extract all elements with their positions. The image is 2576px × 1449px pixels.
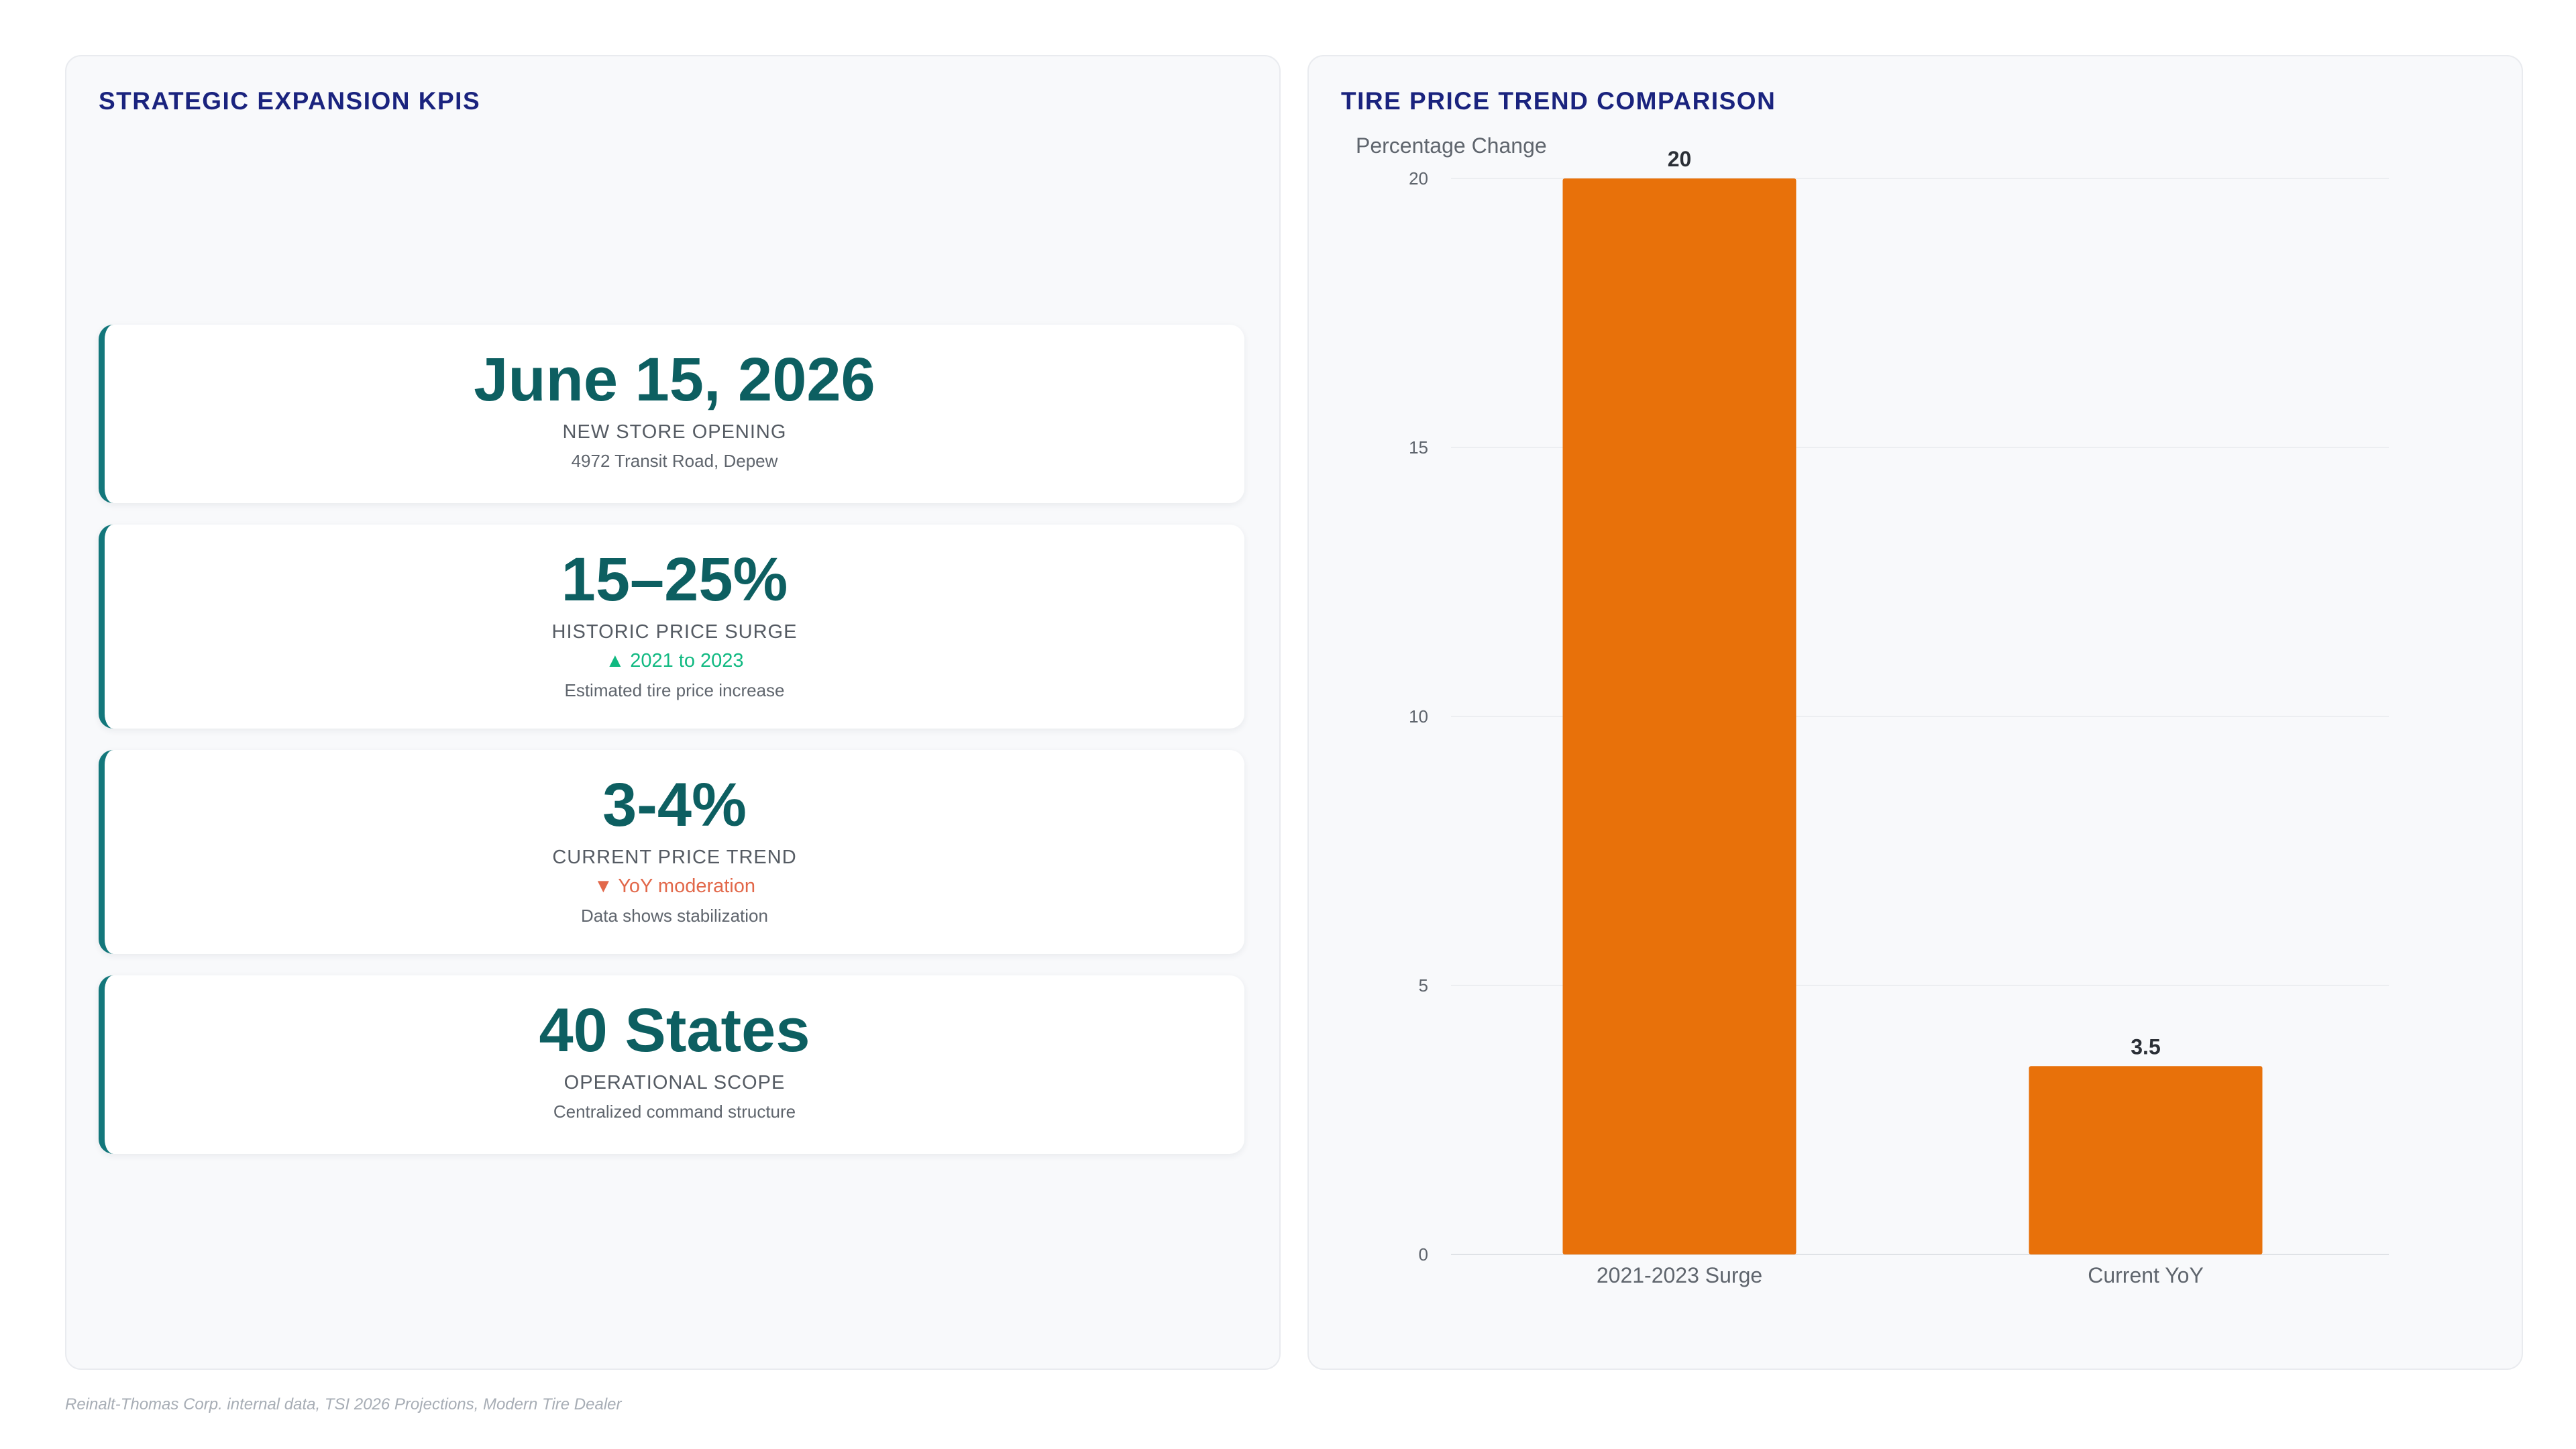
kpi-subtext: Data shows stabilization (581, 906, 768, 926)
kpi-card-operational-scope: 40 States OPERATIONAL SCOPE Centralized … (99, 975, 1244, 1154)
kpi-card-current-trend: 3-4% CURRENT PRICE TREND ▼ YoY moderatio… (99, 750, 1244, 954)
bar (1562, 178, 1796, 1254)
kpi-list: June 15, 2026 NEW STORE OPENING 4972 Tra… (99, 325, 1244, 1175)
kpi-trend-up: ▲ 2021 to 2023 (605, 650, 744, 672)
chart-panel: TIRE PRICE TREND COMPARISON 0 5 10 15 20 Perc… (1307, 55, 2523, 1370)
kpi-value: 15–25% (561, 545, 788, 614)
kpi-label: CURRENT PRICE TREND (552, 847, 797, 868)
kpi-value: 3-4% (602, 771, 747, 839)
x-tick-label: 2021-2023 Surge (1597, 1263, 1762, 1287)
source-footnote: Reinalt-Thomas Corp. internal data, TSI … (65, 1395, 622, 1413)
kpi-label: OPERATIONAL SCOPE (564, 1072, 786, 1093)
y-axis-label: Percentage Change (1356, 133, 1547, 158)
x-tick-label: Current YoY (2088, 1263, 2204, 1287)
y-tick-label: 20 (1409, 168, 1428, 189)
kpi-subtext: Estimated tire price increase (564, 680, 785, 700)
y-tick-label: 0 (1419, 1244, 1428, 1265)
kpi-subtext: Centralized command structure (553, 1102, 796, 1122)
kpi-card-historic-surge: 15–25% HISTORIC PRICE SURGE ▲ 2021 to 20… (99, 525, 1244, 729)
kpi-panel: STRATEGIC EXPANSION KPIS June 15, 2026 N… (65, 55, 1281, 1370)
kpi-label: NEW STORE OPENING (562, 421, 787, 443)
kpi-value: 40 States (539, 996, 810, 1065)
bar-chart: 0 5 10 15 20 Percentage Change 20 2021-2023 Sur… (1356, 133, 2389, 1287)
y-tick-label: 15 (1409, 437, 1428, 458)
kpi-label: HISTORIC PRICE SURGE (551, 621, 798, 643)
bar (2029, 1066, 2263, 1254)
bar-data-label: 20 (1668, 147, 1692, 171)
kpi-trend-down: ▼ YoY moderation (593, 875, 755, 897)
y-tick-label: 5 (1419, 975, 1428, 996)
kpi-value: June 15, 2026 (474, 345, 875, 414)
y-tick-label: 10 (1409, 706, 1428, 727)
kpi-card-store-opening: June 15, 2026 NEW STORE OPENING 4972 Tra… (99, 325, 1244, 503)
bar-data-label: 3.5 (2131, 1034, 2160, 1059)
chart-panel-title: TIRE PRICE TREND COMPARISON (1341, 87, 1776, 115)
kpi-panel-title: STRATEGIC EXPANSION KPIS (99, 87, 481, 115)
kpi-subtext: 4972 Transit Road, Depew (571, 451, 778, 471)
